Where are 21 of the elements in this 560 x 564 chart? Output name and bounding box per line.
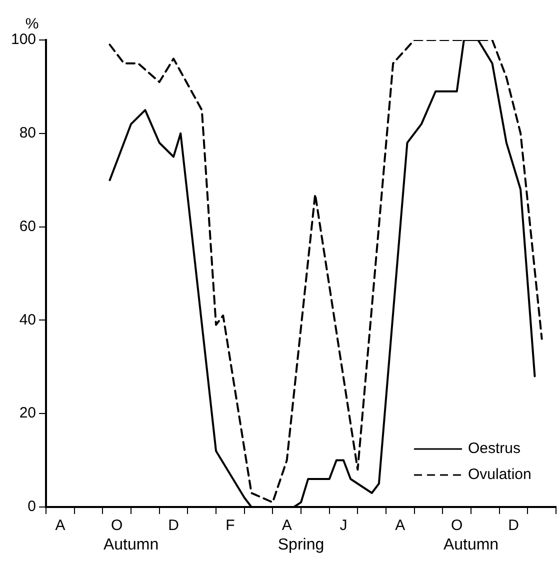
y-tick-label: 60	[19, 218, 36, 235]
text: Autumn	[103, 536, 159, 554]
legend-label: Ovulation	[468, 466, 532, 484]
x-tick-label: A	[55, 517, 66, 534]
y-axis-title: %	[25, 16, 39, 33]
x-tick-label: J	[340, 517, 348, 534]
x-tick-label: D	[508, 517, 520, 534]
x-tick-label: D	[168, 517, 180, 534]
x-tick-label: O	[451, 517, 463, 534]
x-tick-label: A	[395, 517, 406, 534]
y-tick-label: 0	[28, 498, 36, 516]
y-tick-label: 40	[19, 311, 36, 328]
y-tick-label: 80	[19, 124, 36, 142]
y-tick-label: 100	[10, 31, 36, 48]
x-tick-label: A	[282, 517, 292, 534]
text: Autumn	[443, 536, 499, 554]
x-tick-label: F	[226, 517, 235, 534]
y-tick-label: 20	[19, 404, 36, 422]
text: Spring	[278, 536, 324, 554]
legend-label: Oestrus	[468, 440, 521, 458]
x-tick-label: O	[111, 517, 123, 534]
